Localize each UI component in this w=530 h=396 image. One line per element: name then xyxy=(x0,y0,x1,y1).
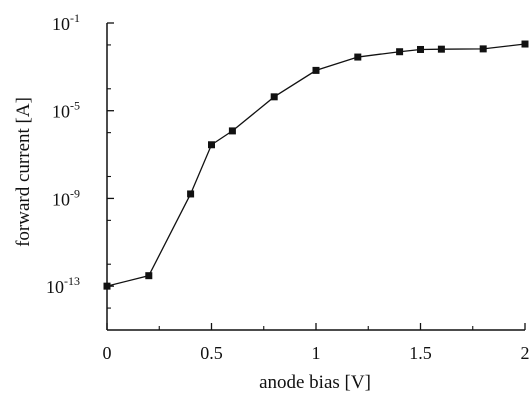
data-point xyxy=(187,190,195,198)
data-point xyxy=(208,141,215,149)
x-tick-label: 1 xyxy=(312,343,321,363)
series xyxy=(103,40,529,290)
data-point xyxy=(354,53,362,61)
x-tick-label: 1.5 xyxy=(409,343,432,363)
x-axis-label: anode bias [V] xyxy=(259,372,371,393)
x-tick-label: 2 xyxy=(521,343,530,363)
y-tick-label: 10-13 xyxy=(46,274,80,297)
y-tick-label: 10-5 xyxy=(52,99,80,122)
y-tick-label: 10-9 xyxy=(52,186,80,209)
data-point xyxy=(479,45,487,53)
data-point xyxy=(103,282,111,290)
data-point xyxy=(312,66,320,74)
data-point xyxy=(145,272,153,280)
y-axis-label: forward current [A] xyxy=(13,97,34,247)
data-point xyxy=(521,40,529,48)
series-line xyxy=(106,43,526,287)
data-point xyxy=(417,45,424,53)
data-point xyxy=(437,45,445,53)
x-ticks: 0 0.5 1 1.5 2 xyxy=(103,323,530,363)
data-point xyxy=(396,48,404,56)
x-tick-label: 0.5 xyxy=(200,343,223,363)
y-tick-label: 10-1 xyxy=(52,11,80,34)
data-point xyxy=(228,127,236,135)
data-point xyxy=(270,93,278,101)
x-tick-label: 0 xyxy=(103,343,112,363)
y-ticks: 10-13 10-9 10-5 10-1 xyxy=(46,11,114,309)
